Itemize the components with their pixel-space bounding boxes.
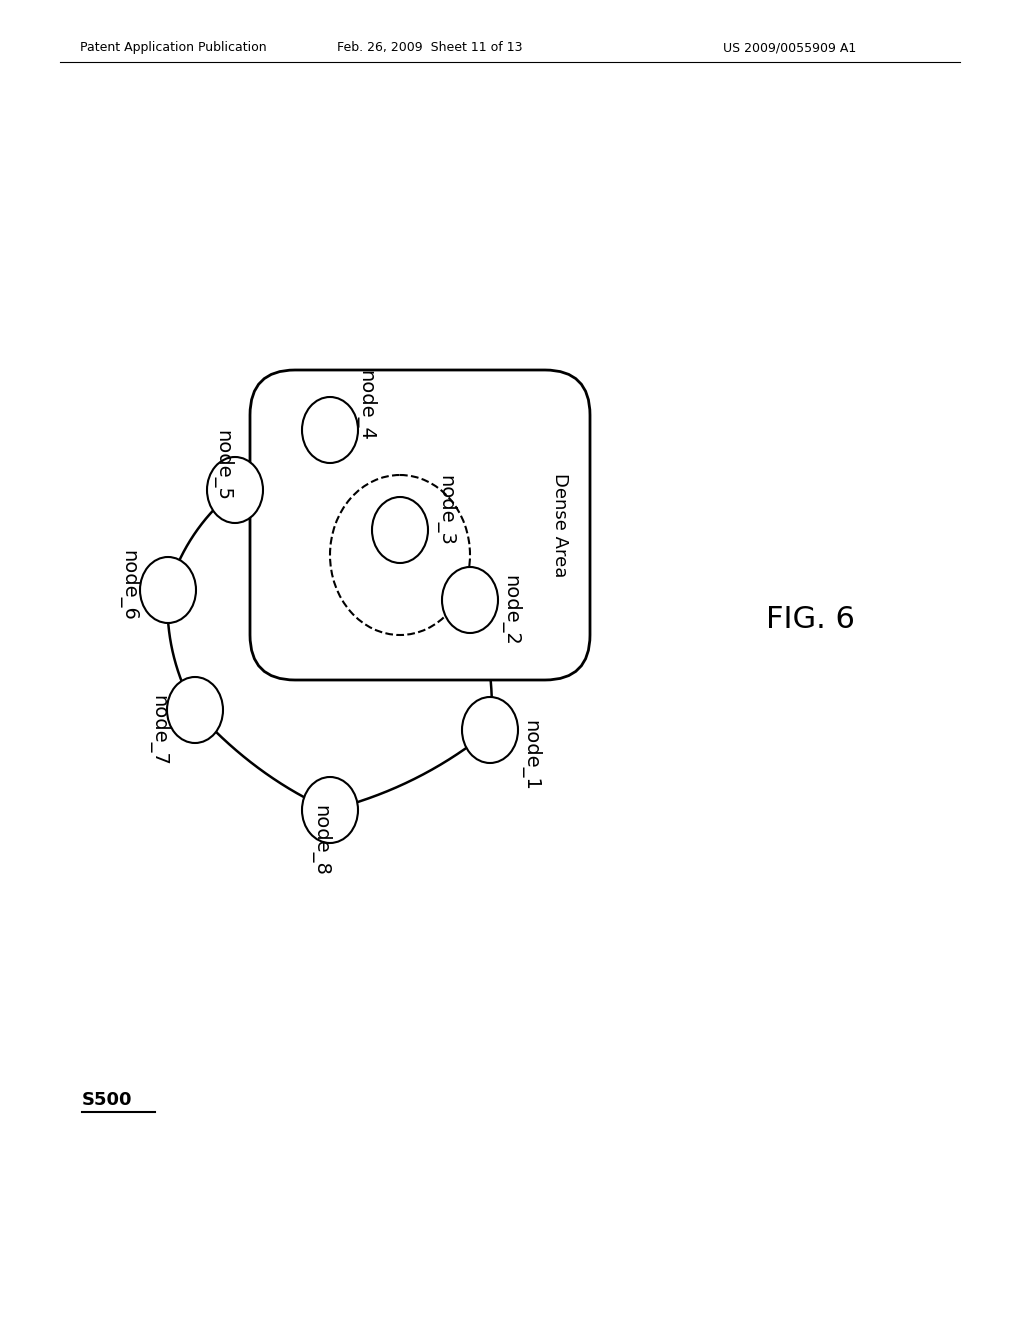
Ellipse shape (462, 697, 518, 763)
FancyBboxPatch shape (250, 370, 590, 680)
Ellipse shape (207, 457, 263, 523)
Text: node_4: node_4 (355, 370, 375, 441)
Ellipse shape (372, 498, 428, 564)
Text: node_1: node_1 (520, 719, 540, 791)
Ellipse shape (442, 568, 498, 634)
Text: S500: S500 (82, 1092, 132, 1109)
Ellipse shape (302, 397, 358, 463)
Text: node_6: node_6 (118, 549, 138, 620)
Text: node_3: node_3 (435, 475, 455, 545)
Text: node_7: node_7 (148, 694, 168, 766)
Ellipse shape (140, 557, 196, 623)
Ellipse shape (302, 777, 358, 843)
Text: Feb. 26, 2009  Sheet 11 of 13: Feb. 26, 2009 Sheet 11 of 13 (337, 41, 522, 54)
Text: Dense Area: Dense Area (551, 473, 569, 577)
Text: Patent Application Publication: Patent Application Publication (80, 41, 266, 54)
Text: node_2: node_2 (500, 574, 520, 645)
Text: node_8: node_8 (310, 805, 330, 875)
Text: US 2009/0055909 A1: US 2009/0055909 A1 (723, 41, 857, 54)
Text: node_5: node_5 (212, 429, 232, 500)
Text: FIG. 6: FIG. 6 (766, 606, 854, 635)
Ellipse shape (167, 677, 223, 743)
